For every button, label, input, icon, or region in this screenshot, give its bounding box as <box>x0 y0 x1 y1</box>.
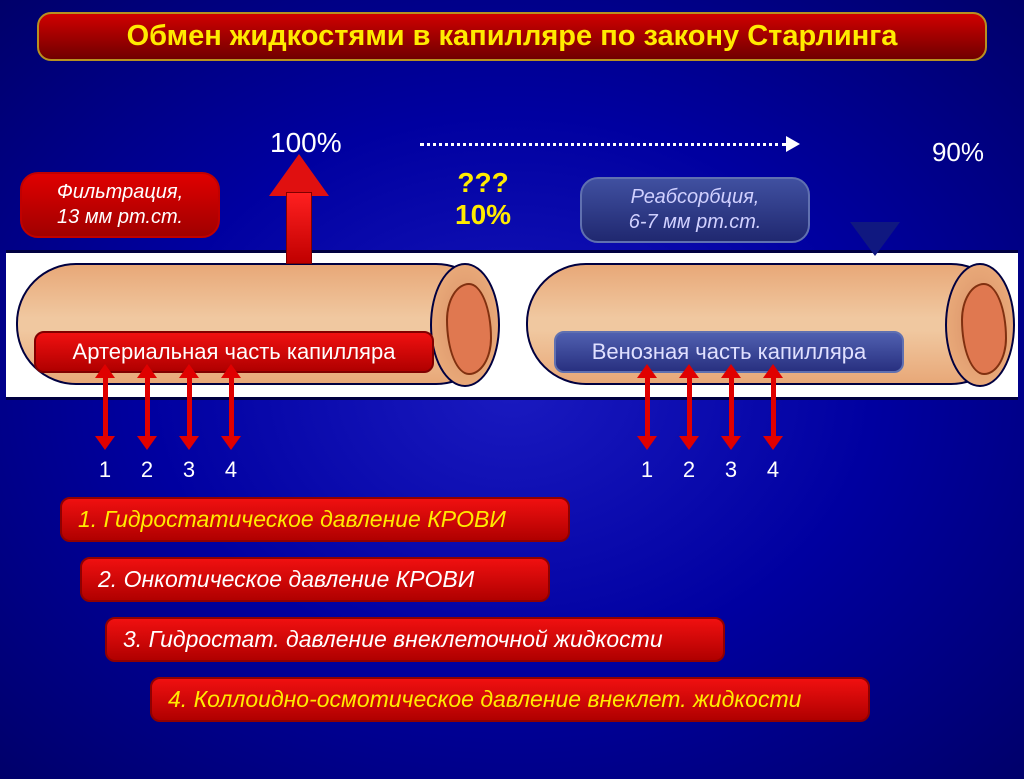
flow-arrow-head <box>786 136 800 152</box>
flow-arrow-line <box>420 143 786 146</box>
title-bar: Обмен жидкостями в капилляре по закону С… <box>37 12 987 61</box>
arrow-down-icon <box>640 402 654 440</box>
legend-item-4: 4. Коллоидно-осмотическое давление внекл… <box>150 677 870 722</box>
arrow-down-icon <box>224 402 238 440</box>
filtration-value: 13 мм рт.ст. <box>32 205 208 230</box>
reabsorption-big-arrow-icon <box>850 222 900 264</box>
reabsorption-label: Реабсорбция, <box>592 185 798 210</box>
arterial-arrow-numbers: 1 2 3 4 <box>98 457 238 483</box>
filtration-label: Фильтрация, <box>32 180 208 205</box>
percent-right-label: 90% <box>932 137 984 168</box>
reabsorption-value: 6-7 мм рт.ст. <box>592 210 798 235</box>
flow-arrow <box>420 134 800 154</box>
arterial-arrows-down <box>98 402 238 440</box>
arrow-down-icon <box>766 402 780 440</box>
legend-item-3: 3. Гидростат. давление внеклеточной жидк… <box>105 617 725 662</box>
venous-arrow-numbers: 1 2 3 4 <box>640 457 780 483</box>
question-percent: 10% <box>455 199 511 231</box>
question-marks: ??? <box>455 167 511 199</box>
center-question: ??? 10% <box>455 167 511 231</box>
arrow-down-icon <box>140 402 154 440</box>
reabsorption-box: Реабсорбция, 6-7 мм рт.ст. <box>580 177 810 243</box>
capillary-arterial-endcap <box>430 263 500 387</box>
arrow-down-icon <box>682 402 696 440</box>
filtration-big-arrow-icon <box>272 154 326 264</box>
arrow-down-icon <box>182 402 196 440</box>
arrow-down-icon <box>98 402 112 440</box>
venous-arrows-down <box>640 402 780 440</box>
capillary-venous-endcap <box>945 263 1015 387</box>
page-title: Обмен жидкостями в капилляре по закону С… <box>127 20 898 52</box>
arrow-down-icon <box>724 402 738 440</box>
legend-item-1: 1. Гидростатическое давление КРОВИ <box>60 497 570 542</box>
filtration-box: Фильтрация, 13 мм рт.ст. <box>20 172 220 238</box>
legend-item-2: 2. Онкотическое давление КРОВИ <box>80 557 550 602</box>
